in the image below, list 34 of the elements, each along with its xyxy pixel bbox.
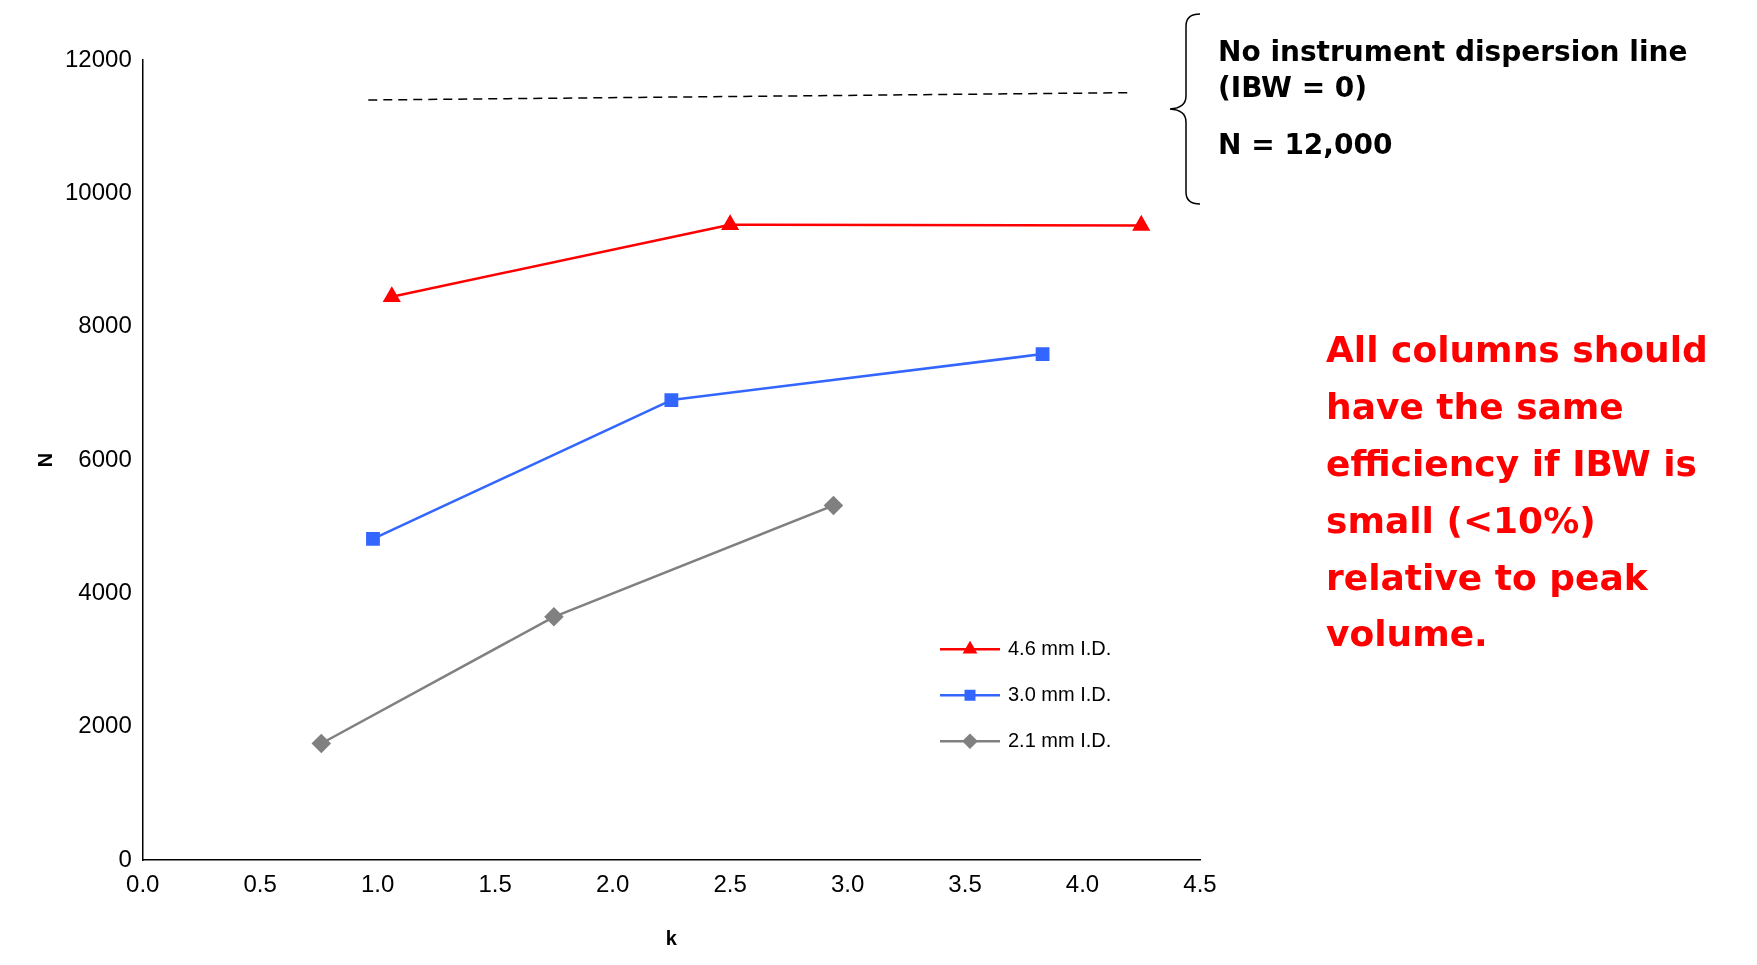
point xyxy=(824,496,843,515)
legend-label: 2.1 mm I.D. xyxy=(1008,728,1112,751)
text: No instrument dispersion line (IBW = 0) xyxy=(1218,34,1689,107)
x-tick-label: 2.5 xyxy=(713,870,747,898)
x-tick-label: 0.0 xyxy=(126,870,160,898)
point xyxy=(366,531,380,546)
x-tick-label: 1.0 xyxy=(361,870,395,898)
x-tick-label: 4.5 xyxy=(1183,870,1217,898)
point xyxy=(312,734,331,753)
x-axis-title: k xyxy=(665,926,678,949)
point xyxy=(1133,216,1150,231)
y-tick-label: 0 xyxy=(118,844,132,872)
x-tick-label: 3.0 xyxy=(830,870,865,898)
y-tick-label: 8000 xyxy=(78,311,132,339)
y-tick-label: 4000 xyxy=(78,578,132,606)
x-tick-label: 4.0 xyxy=(1065,870,1100,898)
y-tick-label: 6000 xyxy=(78,444,132,472)
legend-label: 4.6 mm I.D. xyxy=(1008,636,1112,659)
x-tick-label: 2.0 xyxy=(595,870,630,898)
x-tick-label: 1.5 xyxy=(478,870,512,898)
y-tick-label: 12000 xyxy=(64,44,132,72)
point xyxy=(721,215,739,230)
x-tick-label: 0.5 xyxy=(243,870,277,898)
y-tick-label: 10000 xyxy=(64,177,132,205)
point xyxy=(383,287,400,302)
x-tick-label: 3.5 xyxy=(948,870,982,898)
text: N = 12,000 xyxy=(1218,128,1393,161)
point xyxy=(544,607,564,627)
text: All columns should have the same efficiency if IBW is small (<10%) relative to peak volume. xyxy=(1326,328,1709,657)
point xyxy=(1035,347,1050,361)
y-axis-title: N xyxy=(33,452,56,468)
y-tick-label: 2000 xyxy=(78,711,132,739)
point xyxy=(664,393,679,407)
legend-label: 3.0 mm I.D. xyxy=(1008,682,1112,705)
